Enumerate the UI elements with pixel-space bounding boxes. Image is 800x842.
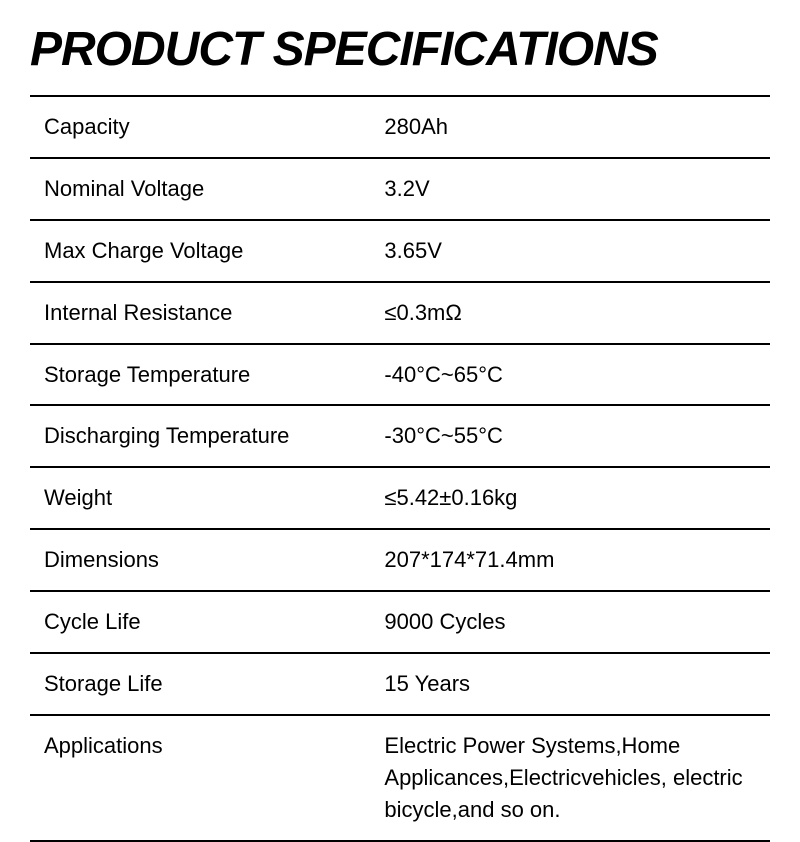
- spec-value: -30°C~55°C: [370, 405, 770, 467]
- spec-value: ≤0.3mΩ: [370, 282, 770, 344]
- spec-label: Discharging Temperature: [30, 405, 370, 467]
- table-row: Weight ≤5.42±0.16kg: [30, 467, 770, 529]
- table-row: Cycle Life 9000 Cycles: [30, 591, 770, 653]
- spec-label: Storage Life: [30, 653, 370, 715]
- spec-label: Nominal Voltage: [30, 158, 370, 220]
- spec-value: 9000 Cycles: [370, 591, 770, 653]
- spec-value: 15 Years: [370, 653, 770, 715]
- spec-value: Electric Power Systems,Home Applicances,…: [370, 715, 770, 841]
- spec-value: -40°C~65°C: [370, 344, 770, 406]
- table-row: Internal Resistance ≤0.3mΩ: [30, 282, 770, 344]
- spec-label: Applications: [30, 715, 370, 841]
- spec-label: Internal Resistance: [30, 282, 370, 344]
- table-row: Storage Life 15 Years: [30, 653, 770, 715]
- spec-label: Cycle Life: [30, 591, 370, 653]
- spec-label: Weight: [30, 467, 370, 529]
- spec-value: 3.2V: [370, 158, 770, 220]
- table-row: Dimensions 207*174*71.4mm: [30, 529, 770, 591]
- table-row: Applications Electric Power Systems,Home…: [30, 715, 770, 841]
- table-row: Nominal Voltage 3.2V: [30, 158, 770, 220]
- spec-label: Storage Temperature: [30, 344, 370, 406]
- table-row: Discharging Temperature -30°C~55°C: [30, 405, 770, 467]
- table-row: Capacity 280Ah: [30, 96, 770, 158]
- spec-label: Dimensions: [30, 529, 370, 591]
- spec-value: 280Ah: [370, 96, 770, 158]
- spec-label: Max Charge Voltage: [30, 220, 370, 282]
- page-title: PRODUCT SPECIFICATIONS: [30, 22, 770, 77]
- table-row: Storage Temperature -40°C~65°C: [30, 344, 770, 406]
- spec-value: 3.65V: [370, 220, 770, 282]
- table-row: Max Charge Voltage 3.65V: [30, 220, 770, 282]
- spec-label: Capacity: [30, 96, 370, 158]
- spec-value: ≤5.42±0.16kg: [370, 467, 770, 529]
- spec-table: Capacity 280Ah Nominal Voltage 3.2V Max …: [30, 95, 770, 842]
- spec-value: 207*174*71.4mm: [370, 529, 770, 591]
